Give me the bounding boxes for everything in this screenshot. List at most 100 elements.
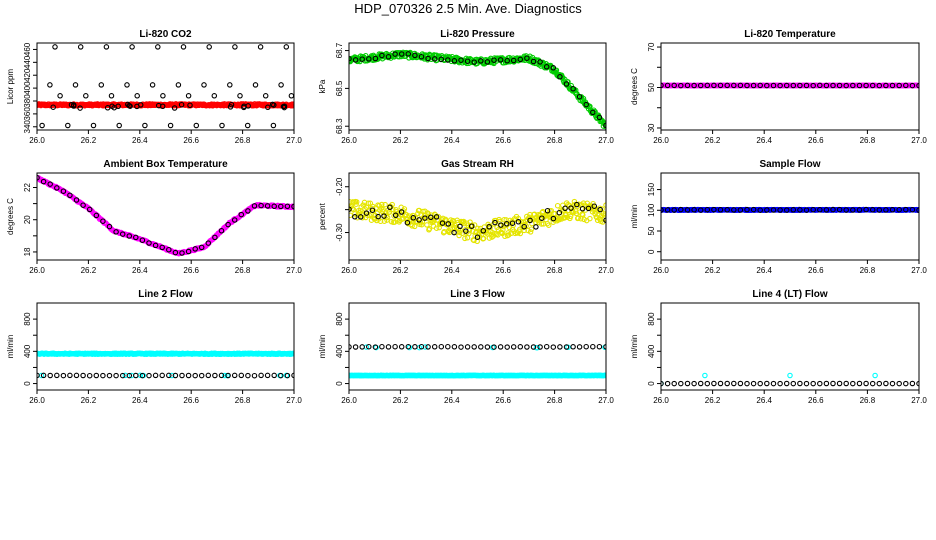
data-point-black — [433, 214, 440, 220]
data-point-black — [783, 82, 790, 89]
data-point-black — [405, 51, 412, 57]
data-point-black — [113, 372, 119, 379]
data-point-black — [704, 82, 711, 89]
data-point-black — [823, 380, 830, 387]
data-point-black — [359, 344, 365, 350]
data-point-black — [524, 344, 530, 350]
data-point-yellow — [471, 237, 477, 244]
data-point-black — [464, 344, 471, 350]
data-point-black — [212, 372, 218, 379]
data-point-black — [562, 205, 568, 212]
y-tick-label: 68.5 — [335, 80, 344, 96]
x-tick-label: 26.4 — [444, 396, 460, 405]
data-points — [349, 343, 606, 379]
x-tick-label: 26.0 — [653, 396, 669, 405]
data-point-black — [439, 220, 446, 226]
data-point-black-outliers — [57, 93, 63, 99]
x-tick-label: 26.2 — [393, 266, 409, 275]
data-point-black — [757, 82, 763, 89]
data-point-black — [438, 343, 445, 350]
data-point-black — [387, 204, 393, 211]
x-tick-label: 27.0 — [911, 266, 927, 275]
data-point-black — [366, 56, 372, 62]
data-point-black-low — [265, 104, 271, 111]
panel-pressure: Li-820 Pressure 26.0 26.2 26.4 26.6 26.8 27.0 6… — [318, 29, 614, 145]
x-tick-label: 26.2 — [393, 136, 409, 145]
data-point-yellow — [471, 222, 478, 228]
data-point-yellow — [382, 201, 388, 208]
data-point-black — [47, 181, 53, 187]
data-point-black — [803, 207, 810, 213]
data-point-black — [876, 380, 883, 387]
data-point-yellow — [433, 225, 440, 231]
data-point-black — [810, 380, 816, 387]
data-point-black — [392, 212, 399, 219]
panel-title: Li-820 CO2 — [139, 29, 192, 40]
data-point-black — [737, 82, 744, 89]
x-tick-label: 26.2 — [705, 136, 721, 145]
data-point-black — [896, 82, 902, 89]
x-tick-label: 26.0 — [653, 136, 669, 145]
y-tick-label: 800 — [335, 312, 344, 326]
data-point-black — [451, 58, 458, 64]
data-point-black — [172, 372, 179, 379]
data-point-black-low — [77, 105, 83, 111]
data-point-black — [797, 207, 803, 213]
data-point-black — [764, 380, 770, 387]
x-tick-label: 26.4 — [444, 136, 460, 145]
data-point-black — [352, 344, 359, 350]
panel-title: Ambient Box Temperature — [103, 159, 228, 170]
data-point-black — [375, 213, 381, 220]
y-tick-label: 400 — [647, 344, 656, 358]
data-point-black — [537, 344, 543, 350]
data-point-yellow — [538, 221, 545, 227]
data-point-black — [543, 343, 550, 350]
data-point-black — [731, 380, 737, 387]
plot-frame — [36, 172, 295, 261]
x-tick-label: 27.0 — [286, 266, 302, 275]
plot-frame — [660, 302, 920, 391]
data-point-black — [205, 240, 212, 246]
data-point-cyan — [872, 372, 878, 379]
data-point-black — [245, 208, 251, 214]
data-point-black — [570, 344, 576, 350]
plot-frame — [660, 172, 920, 261]
data-point-black — [568, 205, 574, 211]
data-point-yellow — [527, 229, 534, 235]
data-point-black — [484, 59, 491, 65]
data-point-black — [889, 207, 896, 213]
y-tick-label: -0.20 — [335, 177, 344, 196]
data-point-yellow — [558, 216, 565, 222]
data-point-black — [152, 372, 159, 379]
data-point-black — [711, 82, 717, 89]
data-point-black — [744, 380, 750, 387]
data-point-black — [86, 206, 93, 213]
data-point-black — [744, 206, 750, 213]
data-point-black — [166, 372, 172, 379]
data-point-yellow — [573, 210, 580, 217]
data-point-black — [185, 372, 192, 379]
data-point-black — [179, 250, 185, 256]
data-point-yellow — [379, 201, 385, 208]
panel-title: Sample Flow — [759, 159, 820, 170]
data-point-black — [218, 228, 225, 234]
data-point-black — [198, 244, 205, 251]
data-point-black — [47, 372, 53, 379]
data-point-black-outliers — [262, 93, 269, 99]
data-point-black — [750, 206, 757, 213]
plot-frame — [348, 172, 607, 261]
data-point-black — [664, 207, 671, 213]
data-point-black — [585, 205, 592, 212]
data-point-black-low — [134, 103, 140, 110]
y-tick-label: 400 — [335, 344, 344, 358]
data-point-black — [724, 380, 730, 387]
data-point-black — [830, 380, 836, 387]
data-point-black — [412, 344, 418, 350]
data-point-yellow — [501, 216, 507, 223]
data-point-black-outliers — [278, 82, 284, 88]
y-tick-label: 150 — [647, 182, 656, 196]
data-point-black — [883, 207, 889, 213]
data-point-black — [889, 82, 896, 89]
data-point-black — [372, 344, 379, 350]
x-tick-label: 26.6 — [495, 396, 511, 405]
